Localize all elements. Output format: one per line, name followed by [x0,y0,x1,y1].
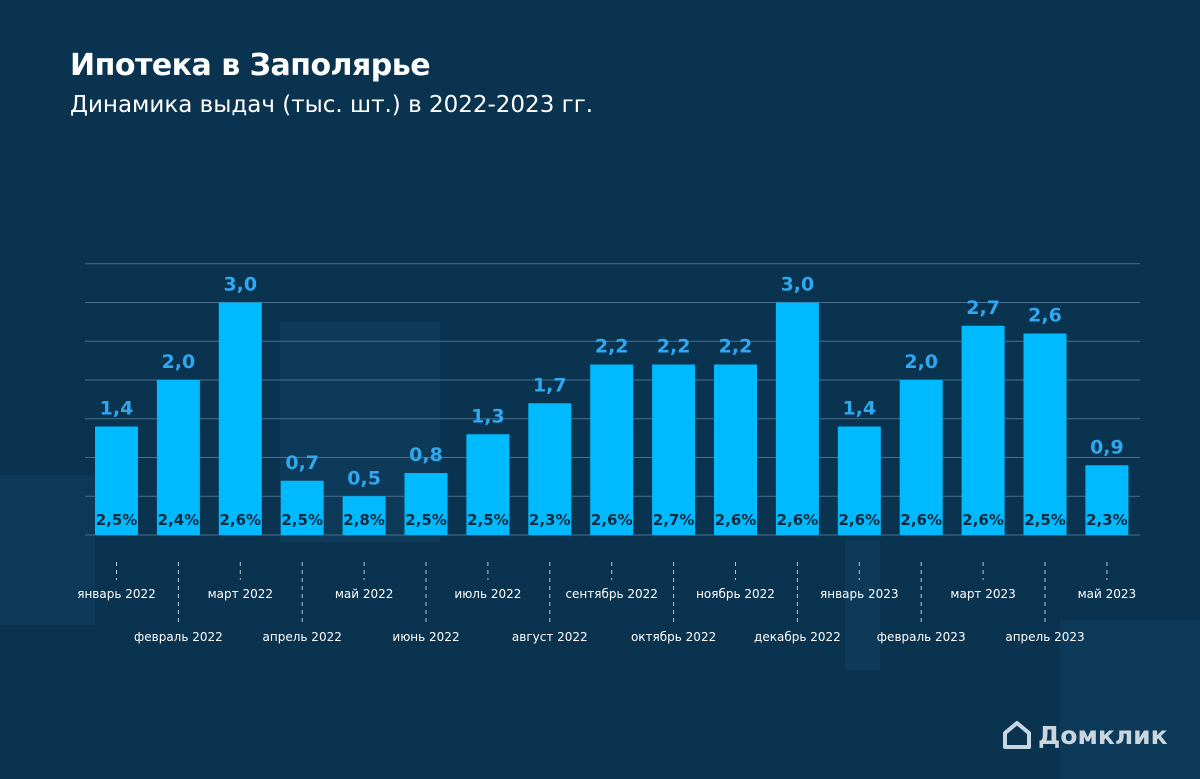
bar [652,364,696,535]
x-tick-label: октябрь 2022 [631,630,716,644]
bar-value-label: 3,0 [223,274,257,296]
bar-value-label: 2,7 [966,297,1000,319]
bar [590,364,634,535]
x-tick-label: август 2022 [512,630,588,644]
house-icon [1003,721,1031,749]
chart-title: Ипотека в Заполярье [70,48,431,83]
bar-value-label: 1,3 [471,405,505,427]
x-tick-label: апрель 2023 [1005,630,1084,644]
x-tick-label: май 2023 [1078,587,1137,601]
bar-percent-label: 2,5% [1024,511,1066,529]
bar [837,426,881,535]
bar [899,380,943,535]
bar [961,325,1005,535]
bar-value-label: 2,6 [1028,305,1062,327]
chart-subtitle: Динамика выдач (тыс. шт.) в 2022-2023 гг… [70,92,594,118]
bar-percent-label: 2,6% [962,511,1004,529]
bar [95,426,138,535]
bar-percent-label: 2,6% [219,511,261,529]
bar-percent-label: 2,6% [715,511,757,529]
bar-percent-label: 2,6% [838,511,880,529]
bar-percent-label: 2,7% [653,511,695,529]
x-tick-label: апрель 2022 [263,630,342,644]
x-tick-label: май 2022 [335,587,394,601]
bar [404,473,448,535]
bar [466,434,510,535]
bar-value-label: 2,0 [904,351,938,373]
bg-decor-3 [845,540,880,670]
bar-percent-label: 2,8% [343,511,385,529]
x-tick-label: март 2023 [950,587,1015,601]
bar [1023,333,1067,535]
brand-name: Домклик [1038,720,1168,750]
bar-value-label: 2,2 [595,336,629,358]
bar-percent-label: 2,3% [1086,511,1128,529]
x-tick-label: июнь 2022 [392,630,459,644]
x-tick-label: февраль 2022 [134,630,223,644]
bar-value-label: 1,7 [533,374,567,396]
x-tick-label: январь 2022 [77,587,156,601]
bar [342,496,386,535]
bar-percent-label: 2,5% [467,511,509,529]
bar-value-label: 2,2 [657,336,691,358]
bar-value-label: 0,8 [409,444,443,466]
bar-value-label: 0,5 [347,467,381,489]
bar-percent-label: 2,5% [281,511,323,529]
x-tick-label: сентябрь 2022 [565,587,657,601]
bar-value-label: 3,0 [781,274,815,296]
bar-value-label: 2,2 [719,336,753,358]
bg-decor-2 [0,475,95,625]
bar-percent-label: 2,4% [158,511,200,529]
bar-percent-label: 2,5% [96,511,138,529]
bar-percent-label: 2,3% [529,511,571,529]
bar [714,364,757,535]
bar-percent-label: 2,5% [405,511,447,529]
x-tick-label: март 2022 [208,587,273,601]
bar [528,403,572,535]
bar-percent-label: 2,6% [591,511,633,529]
bar [280,480,324,535]
bar-value-label: 2,0 [162,351,196,373]
brand-logo: Домклик [1002,720,1168,750]
bar [156,380,200,535]
bar [218,302,262,535]
x-tick-label: ноябрь 2022 [696,587,775,601]
bar-value-label: 1,4 [100,398,134,420]
bar-percent-label: 2,6% [900,511,942,529]
bar-value-label: 0,9 [1090,436,1124,458]
x-tick-label: июль 2022 [454,587,521,601]
x-tick-label: декабрь 2022 [754,630,841,644]
bar-value-label: 0,7 [285,452,319,474]
bar [1085,465,1129,535]
bar-percent-label: 2,6% [777,511,819,529]
bar-value-label: 1,4 [842,398,876,420]
bar [775,302,819,535]
bg-decor-4 [1060,620,1200,779]
x-tick-label: январь 2023 [820,587,899,601]
x-tick-label: февраль 2023 [877,630,966,644]
